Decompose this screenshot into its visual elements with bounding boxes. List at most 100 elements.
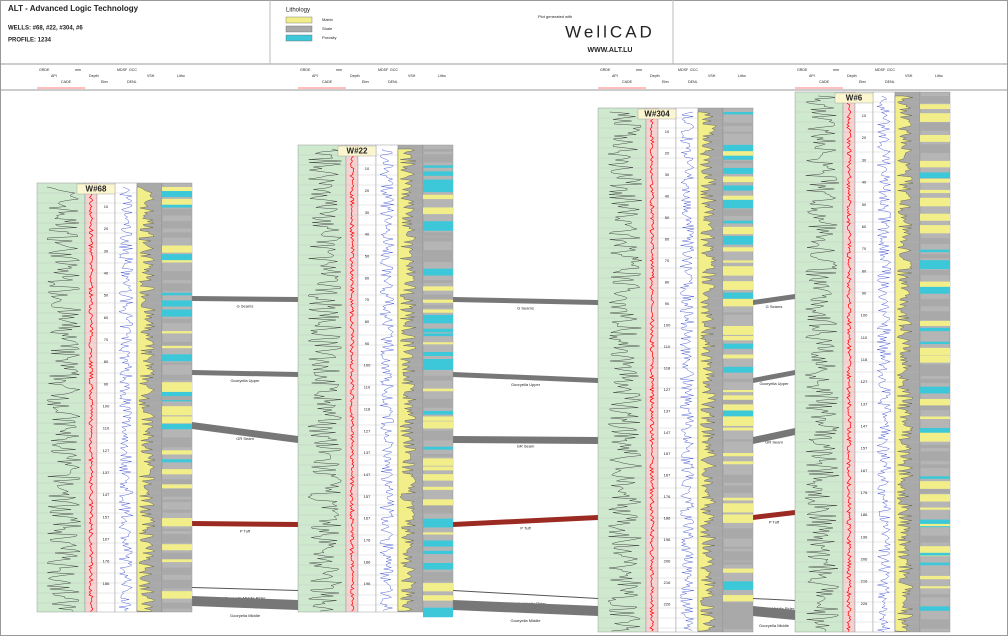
well-name-box (834, 92, 874, 104)
litho-band (423, 416, 453, 421)
formation-label: P Tuff (520, 526, 531, 531)
litho-band (423, 194, 453, 200)
depth-label: 167 (861, 468, 868, 473)
depth-label: 70 (365, 297, 370, 302)
litho-band (423, 268, 453, 276)
formation-label: Gooryella Middle (510, 618, 541, 623)
litho-band (723, 366, 753, 373)
litho-band (423, 607, 453, 618)
litho-band (723, 514, 753, 523)
column-header: API (312, 74, 318, 78)
correlation-band (453, 600, 598, 616)
litho-band (920, 320, 950, 326)
litho-band (162, 534, 192, 543)
litho-band (423, 486, 453, 490)
litho-band (920, 254, 950, 259)
litho-band (920, 225, 950, 234)
litho-band (162, 479, 192, 485)
litho-band (723, 266, 753, 273)
vsh-curve (379, 148, 395, 612)
correlation-band (453, 590, 598, 599)
column-header: mm (833, 68, 839, 72)
litho-band (423, 154, 453, 163)
litho-band (920, 481, 950, 491)
formation-label: Gooryella Upper (230, 378, 260, 383)
litho-band (920, 519, 950, 528)
column-header: Litho (738, 74, 746, 78)
correlation-band (753, 606, 795, 620)
depth-label: 50 (365, 253, 370, 258)
column-header: VSH (408, 74, 416, 78)
gr-track (297, 144, 347, 613)
litho-band (423, 232, 453, 237)
column-header: MDSF (378, 68, 389, 72)
title: ALT - Advanced Logic Technology (8, 4, 139, 13)
correlation-band (192, 596, 298, 610)
depth-label: 186 (664, 516, 671, 521)
depth-label: 226 (664, 602, 671, 607)
litho-band (723, 151, 753, 158)
litho-band (162, 488, 192, 497)
den-curve (649, 111, 655, 632)
litho-band (723, 461, 753, 465)
depth-label: 127 (664, 387, 671, 392)
litho-band (723, 416, 753, 421)
matrix-fill (136, 186, 156, 612)
litho-band (162, 499, 192, 503)
litho-band (723, 378, 753, 382)
formation-label: GR Seam (517, 444, 535, 449)
correlation-band (753, 598, 795, 601)
litho-band (920, 347, 950, 356)
litho-band (723, 453, 753, 457)
litho-band (920, 378, 950, 383)
depth-label: 186 (103, 581, 110, 586)
formation-label: Gooryella Upper (759, 381, 789, 386)
litho-band (423, 446, 453, 450)
litho-band (920, 122, 950, 131)
depth-label: 40 (665, 193, 670, 198)
depth-label: 206 (664, 559, 671, 564)
litho-band (162, 300, 192, 307)
depth-label: 137 (861, 401, 868, 406)
formation-label: P Tuff (240, 529, 251, 534)
vsh-curve (118, 186, 134, 612)
formation-label: P Tuff (769, 520, 780, 525)
litho-band (920, 286, 950, 294)
litho-band (920, 586, 950, 589)
litho-band (423, 309, 453, 313)
litho-band (723, 528, 753, 538)
column-header: DENL (688, 80, 698, 84)
formation-label: GR Seam (765, 440, 783, 445)
correlation-band (753, 370, 795, 383)
column-header: CADE (819, 80, 830, 84)
column-header: GCC (887, 68, 895, 72)
matrix-fill (894, 95, 914, 632)
column-header: GCC (390, 68, 398, 72)
depth-label: 60 (104, 315, 109, 320)
vsh-track (675, 107, 699, 633)
litho-band (162, 528, 192, 531)
litho-band (723, 497, 753, 501)
litho-band (723, 312, 753, 315)
depth-label: 206 (861, 557, 868, 562)
litho-band (162, 187, 192, 194)
litho-band (723, 404, 753, 412)
litho-band (162, 283, 192, 292)
litho-band (423, 388, 453, 392)
litho-band (920, 189, 950, 194)
litho-band (920, 523, 950, 527)
litho-band (920, 594, 950, 598)
litho-band (723, 546, 753, 549)
depth-label: 157 (861, 446, 868, 451)
litho-band (423, 358, 453, 369)
depth-track (96, 182, 116, 613)
column-header: CADE (622, 80, 633, 84)
litho-band (423, 333, 453, 337)
depth-label: 157 (103, 514, 110, 519)
litho-band (920, 197, 950, 205)
litho-band (920, 260, 950, 270)
column-header: CADE (61, 80, 72, 84)
depth-label: 50 (104, 293, 109, 298)
litho-band (423, 511, 453, 514)
depth-label: 127 (103, 448, 110, 453)
